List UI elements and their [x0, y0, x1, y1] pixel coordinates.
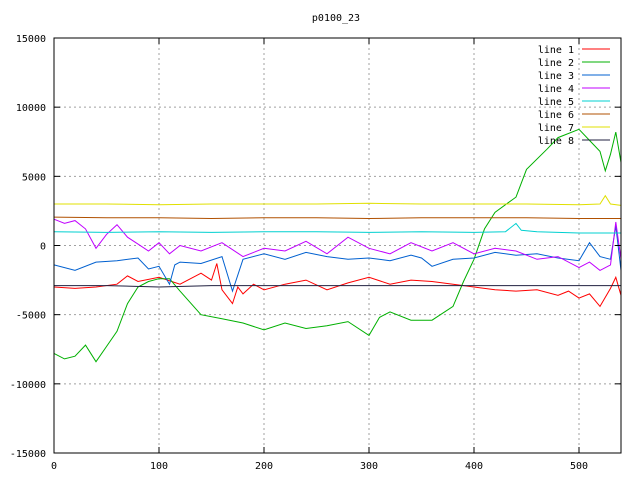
x-tick-label: 100 — [150, 461, 168, 472]
x-tick-label: 200 — [255, 461, 273, 472]
series-line-2 — [53, 128, 622, 363]
legend-label: line 7 — [538, 123, 574, 134]
y-tick-label: -5000 — [16, 311, 46, 322]
series-line-4 — [53, 218, 622, 271]
y-tick-label: 5000 — [22, 172, 46, 183]
y-tick-label: -15000 — [10, 449, 46, 460]
legend-label: line 2 — [538, 58, 574, 69]
chart-title: p0100_23 — [312, 13, 360, 24]
series-line-5 — [53, 222, 621, 234]
x-tick-label: 500 — [570, 461, 588, 472]
legend-label: line 8 — [538, 136, 574, 147]
x-tick-label: 400 — [465, 461, 483, 472]
legend-label: line 4 — [538, 84, 574, 95]
series-line-8 — [54, 285, 621, 288]
y-tick-label: 10000 — [16, 103, 46, 114]
legend-label: line 3 — [538, 71, 574, 82]
series-line-6 — [53, 216, 621, 220]
y-tick-label: 15000 — [16, 34, 46, 45]
series-line-7 — [54, 194, 622, 206]
y-tick-label: -10000 — [10, 380, 46, 391]
x-tick-label: 300 — [360, 461, 378, 472]
legend-label: line 1 — [538, 45, 574, 56]
series-line-1 — [53, 263, 622, 308]
series-layer — [53, 128, 622, 363]
y-tick-label: 0 — [40, 242, 46, 253]
legend-label: line 6 — [538, 110, 574, 121]
grid — [54, 38, 621, 453]
axis-ticks: 0 100 200 300 400 500 -15000 -10000 -5000 0 5000 10… — [10, 34, 621, 472]
legend: line 1 line 2 line 3 line 4 line 5 line 6 line… — [538, 45, 610, 147]
x-tick-label: 0 — [51, 461, 57, 472]
legend-label: line 5 — [538, 97, 574, 108]
